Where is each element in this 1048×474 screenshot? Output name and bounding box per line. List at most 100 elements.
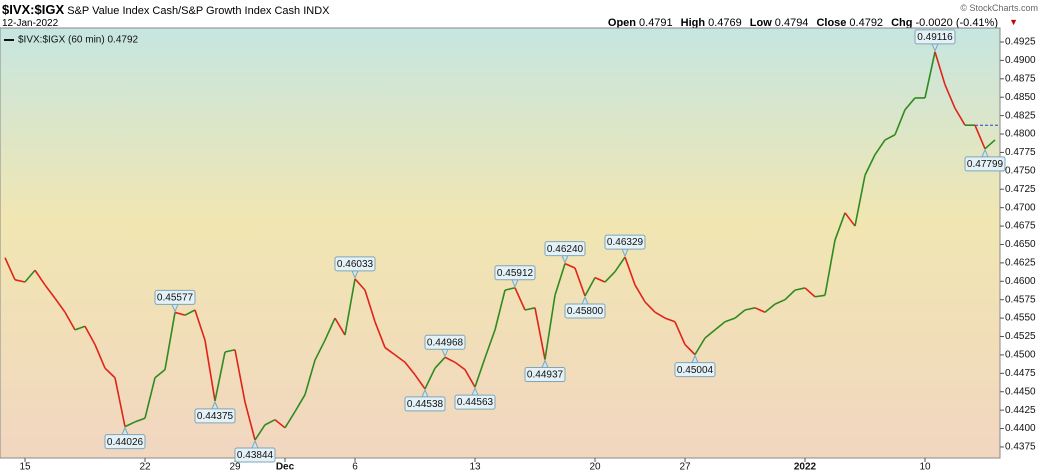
price-segment — [654, 311, 666, 319]
y-tick-label: 0.4825 — [1005, 110, 1036, 121]
price-segment — [464, 369, 476, 388]
value-label-box — [194, 408, 236, 424]
symbol: $IVX:$IGX — [2, 2, 65, 17]
y-tick-label: 0.4650 — [1005, 239, 1036, 250]
value-label-group: 0.46329 — [604, 234, 646, 258]
value-label-box — [914, 29, 956, 45]
value-label: 0.45800 — [567, 306, 604, 317]
price-segment — [74, 325, 86, 331]
y-tick-label: 0.4700 — [1005, 202, 1036, 213]
price-segment — [744, 307, 756, 311]
price-segment — [424, 367, 436, 390]
stat-label: Open — [607, 17, 637, 29]
stat-label: Chg — [891, 17, 913, 29]
price-segment — [454, 361, 466, 371]
value-label-box — [234, 447, 276, 463]
price-segment — [974, 124, 986, 150]
y-tick-label: 0.4450 — [1005, 386, 1036, 397]
price-segment — [674, 321, 686, 345]
value-label-box — [454, 394, 496, 410]
y-tick-label: 0.4425 — [1005, 405, 1036, 416]
price-segment — [774, 298, 786, 305]
value-label-box — [674, 362, 716, 378]
price-segment — [24, 269, 36, 283]
value-label-box — [524, 367, 566, 383]
price-segment — [984, 139, 996, 150]
value-label-box — [544, 241, 586, 257]
price-segment — [254, 424, 266, 441]
price-segment — [564, 262, 576, 269]
y-tick-label: 0.4900 — [1005, 55, 1036, 66]
price-segment — [554, 263, 566, 296]
value-label: 0.47799 — [967, 159, 1004, 170]
price-segment — [784, 289, 796, 301]
price-segment — [4, 257, 16, 281]
value-label: 0.44968 — [427, 337, 464, 348]
x-tick-label: 29 — [229, 462, 241, 473]
legend-label: $IVX:$IGX (60 min) 0.4792 — [18, 35, 139, 46]
price-segment — [384, 346, 396, 356]
price-segment — [104, 367, 116, 379]
header-line: $IVX:$IGX S&P Value Index Cash/S&P Growt… — [2, 2, 330, 17]
y-tick-label: 0.4850 — [1005, 92, 1036, 103]
value-label-group: 0.44937 — [524, 359, 566, 383]
price-segment — [934, 51, 946, 85]
price-segment — [194, 309, 206, 341]
price-segment — [854, 175, 866, 227]
stat-label: Close — [816, 17, 847, 29]
price-segment — [214, 351, 226, 402]
x-tick-label: Dec — [276, 462, 295, 473]
price-segment — [94, 344, 106, 369]
stat-value: 0.4769 — [708, 17, 742, 29]
stat-value: 0.4794 — [774, 17, 809, 29]
price-segment — [764, 303, 776, 313]
y-tick-label: 0.4375 — [1005, 442, 1036, 453]
value-label-group: 0.46033 — [334, 256, 376, 280]
price-segment — [314, 339, 326, 361]
price-segment — [44, 284, 56, 299]
price-segment — [124, 421, 136, 428]
x-tick-label: 20 — [589, 462, 601, 473]
price-segment — [574, 267, 586, 297]
price-segment — [284, 411, 296, 429]
stat-value: 0.4792 — [849, 17, 884, 29]
date: 12-Jan-2022 — [2, 18, 59, 29]
price-segment — [474, 357, 486, 388]
price-segment — [174, 311, 186, 316]
value-label-group: 0.45577 — [154, 289, 196, 313]
price-segment — [164, 312, 176, 370]
price-segment — [374, 321, 386, 348]
copyright: © StockCharts.com — [960, 3, 1038, 13]
y-tick-label: 0.4775 — [1005, 147, 1036, 158]
price-segment — [714, 321, 726, 331]
price-segment — [794, 287, 806, 291]
value-label: 0.46240 — [547, 244, 584, 255]
price-segment — [234, 349, 246, 403]
value-label-box — [424, 334, 466, 350]
value-label: 0.45577 — [157, 293, 194, 304]
price-segment — [274, 419, 286, 429]
x-tick-label: 10 — [919, 462, 931, 473]
price-segment — [244, 401, 256, 441]
price-segment — [64, 311, 76, 331]
price-segment — [404, 361, 416, 376]
value-label-box — [404, 396, 446, 412]
value-label-group: 0.47799 — [964, 148, 1006, 172]
value-label-group: 0.46240 — [544, 241, 586, 264]
price-segment — [844, 212, 856, 227]
price-segment — [534, 307, 546, 360]
price-segment — [684, 344, 696, 356]
value-label-box — [104, 434, 146, 450]
value-label: 0.46329 — [607, 237, 644, 248]
price-segment — [594, 276, 606, 283]
price-segment — [484, 329, 496, 359]
price-segment — [224, 348, 236, 353]
value-label: 0.44937 — [527, 370, 564, 381]
price-segment — [154, 369, 166, 379]
price-segment — [134, 417, 146, 423]
value-label: 0.49116 — [917, 32, 953, 43]
value-label-box — [564, 303, 606, 319]
value-label: 0.44375 — [197, 411, 234, 422]
